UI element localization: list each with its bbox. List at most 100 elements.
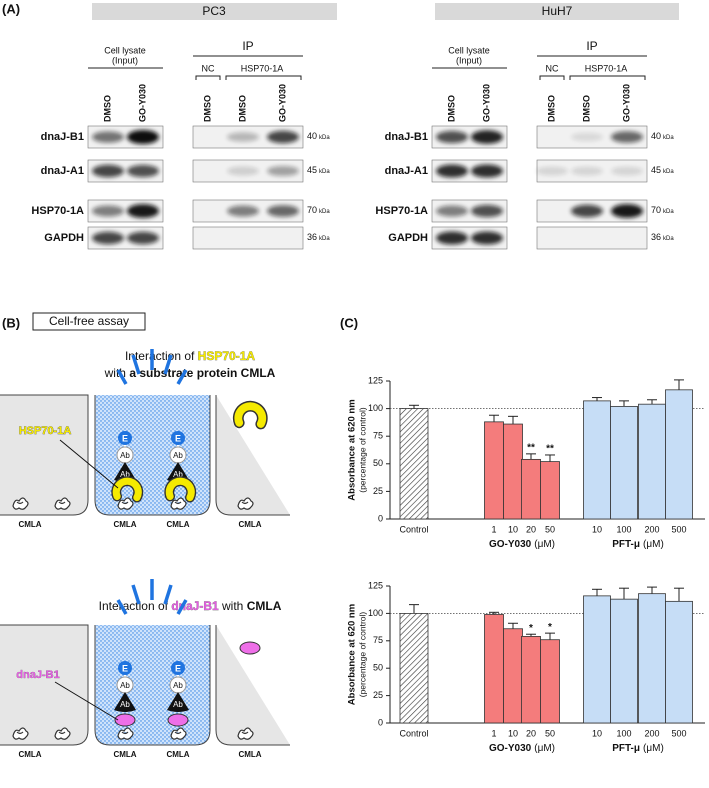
- well: [94, 625, 211, 746]
- mw-unit: kDa: [663, 236, 674, 242]
- input-header: (Input): [456, 55, 482, 65]
- mw-unit: kDa: [663, 209, 674, 215]
- mw-label: 45 kDa: [307, 165, 330, 175]
- ip-group: NC: [546, 63, 559, 73]
- y-axis-label: Absorbance at 620 nm: [347, 604, 358, 705]
- band: [92, 231, 124, 245]
- y-tick-label: 25: [373, 486, 383, 496]
- substrate-label: CMLA: [238, 520, 261, 529]
- hsp70-icon: [234, 402, 267, 428]
- blot-box: [192, 226, 304, 250]
- blot-box: [536, 226, 648, 250]
- substrate-label: CMLA: [18, 520, 41, 529]
- ip-group: NC: [202, 63, 215, 73]
- substrate-icon: [54, 727, 71, 740]
- lane-label: DMSO: [546, 95, 556, 122]
- band: [227, 166, 259, 176]
- cell-line: HuH7: [542, 4, 573, 18]
- header-bar: [92, 3, 337, 20]
- band: [227, 132, 259, 142]
- bar: [583, 400, 611, 520]
- enzyme-icon: [118, 661, 132, 675]
- group-unit: (μM): [643, 743, 664, 754]
- substrate-label: CMLA: [113, 750, 136, 759]
- enzyme-label: E: [122, 433, 128, 443]
- y-tick-label: 75: [373, 635, 383, 645]
- mw-label: 70 kDa: [307, 205, 330, 215]
- bar: [610, 405, 638, 520]
- antibody-label: Ab: [120, 470, 130, 479]
- band: [127, 164, 159, 178]
- x-tick-label: 100: [616, 728, 631, 738]
- dnaj-icon: [114, 713, 136, 727]
- y-tick-label: 0: [378, 717, 383, 727]
- bar: [665, 389, 693, 520]
- substrate-icon: [12, 727, 29, 740]
- mw-value: 70: [307, 205, 317, 215]
- group-label: PFT-μ (μM): [612, 539, 664, 550]
- band: [611, 204, 643, 218]
- band: [571, 132, 603, 142]
- protein-label: dnaJ-A1: [385, 165, 428, 177]
- x-tick-label: 200: [644, 524, 659, 534]
- dnaj-icon: [239, 641, 261, 655]
- x-tick-label: 50: [545, 728, 555, 738]
- mw-unit: kDa: [663, 169, 674, 175]
- panel-label: (C): [340, 315, 358, 330]
- band: [127, 130, 159, 144]
- mw-label: 40 kDa: [651, 131, 674, 141]
- ip-header: IP: [586, 39, 597, 53]
- x-tick-label: 10: [508, 524, 518, 534]
- ip-group: HSP70-1A: [241, 63, 284, 73]
- mw-value: 45: [307, 165, 317, 175]
- signal-ray: [163, 354, 173, 375]
- bracket: [195, 75, 221, 80]
- title-part: Interaction of: [99, 599, 169, 613]
- mw-unit: kDa: [663, 135, 674, 141]
- cell-line: PC3: [202, 4, 226, 18]
- band: [436, 231, 468, 245]
- x-tick-label: Control: [399, 728, 428, 738]
- protein-label: dnaJ-B1: [385, 131, 428, 143]
- primary-antibody: [114, 692, 136, 712]
- antibody-label: Ab: [173, 451, 183, 460]
- substrate-icon: [117, 727, 134, 740]
- x-tick-label: 10: [592, 728, 602, 738]
- x-tick-label: 100: [616, 524, 631, 534]
- band: [611, 131, 643, 143]
- group-name: PFT-μ: [612, 743, 640, 754]
- band: [571, 204, 603, 218]
- bracket: [569, 75, 646, 80]
- pointer: [59, 439, 119, 489]
- lane-label: GO-Y030: [137, 84, 147, 122]
- bar: [484, 614, 504, 724]
- significance: **: [546, 444, 554, 455]
- signal-ray: [176, 369, 188, 385]
- band: [536, 166, 568, 176]
- y-tick-label: 100: [368, 403, 383, 413]
- lane-label: GO-Y030: [277, 84, 287, 122]
- hsp70-icon: [165, 477, 195, 502]
- protein-label: dnaJ-A1: [41, 165, 84, 177]
- band: [92, 205, 124, 217]
- y-tick-label: 50: [373, 458, 383, 468]
- group-name: GO-Y030: [489, 743, 532, 754]
- well: [0, 394, 89, 516]
- assay-label: Cell-free assay: [49, 314, 129, 328]
- x-tick-label: 50: [545, 524, 555, 534]
- lane-label: GO-Y030: [621, 84, 631, 122]
- bar: [503, 423, 523, 520]
- antibody-label: Ab: [120, 451, 130, 460]
- primary-antibody: [167, 692, 189, 712]
- band: [92, 164, 124, 178]
- group-label: GO-Y030 (μM): [489, 743, 555, 754]
- lane-label: DMSO: [202, 95, 212, 122]
- bracket: [539, 75, 565, 80]
- bracket: [225, 75, 302, 80]
- mw-label: 45 kDa: [651, 165, 674, 175]
- signal-ray: [116, 599, 128, 615]
- enzyme-label: E: [175, 433, 181, 443]
- enzyme-icon: [118, 431, 132, 445]
